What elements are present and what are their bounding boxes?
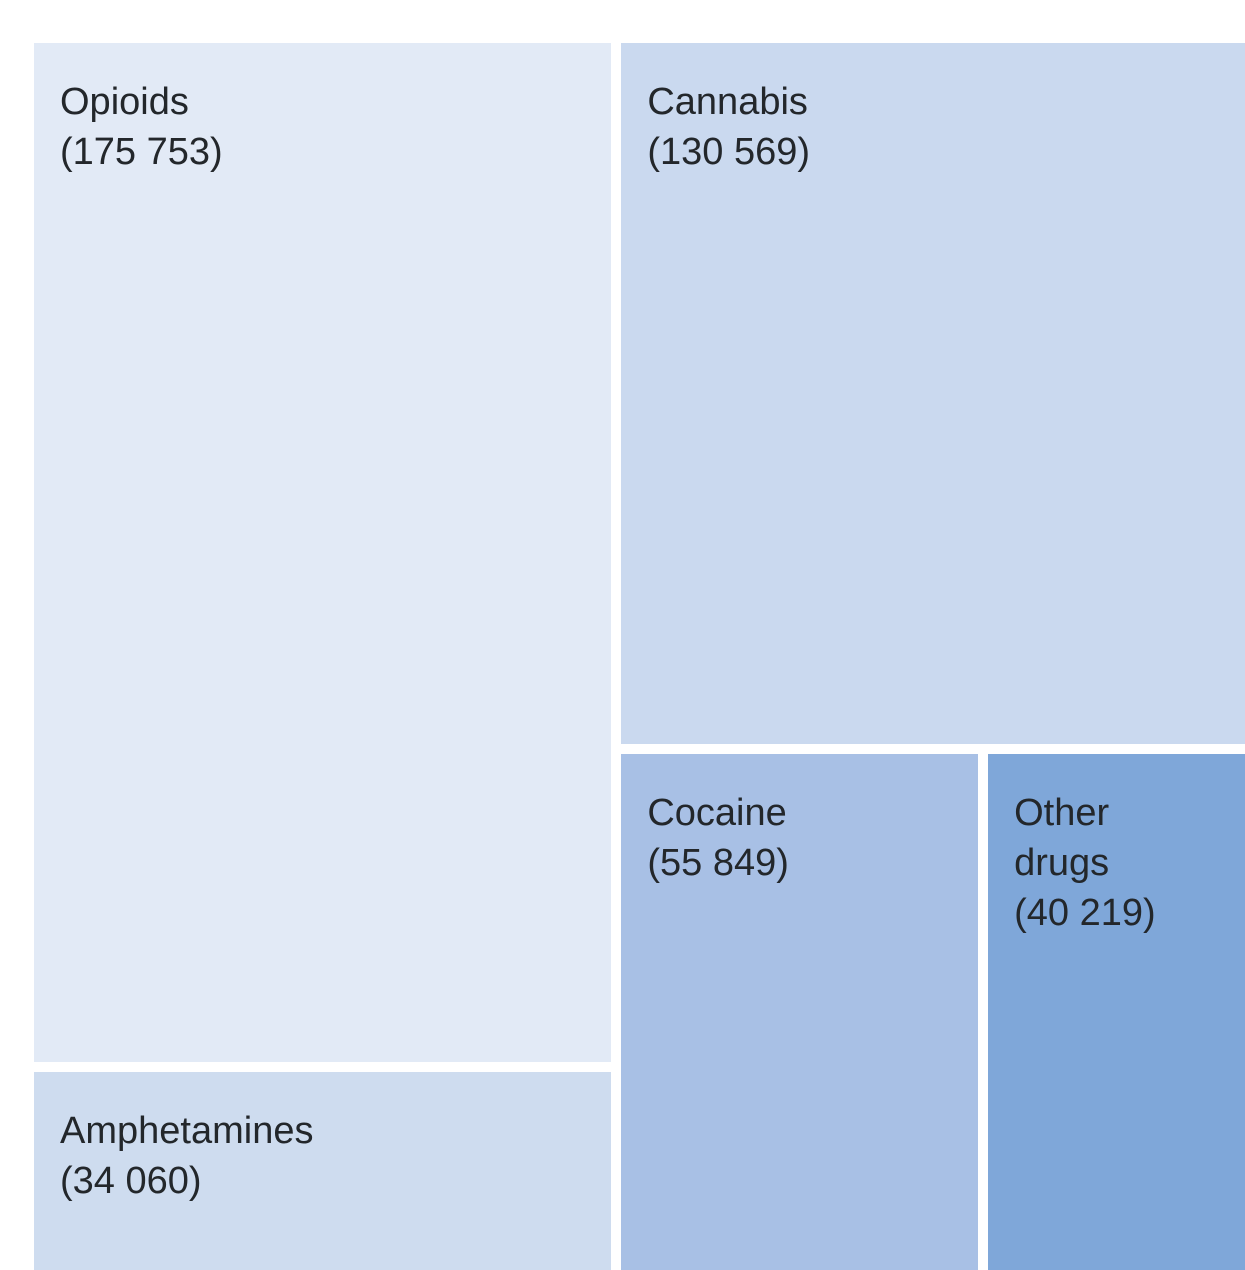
tile-name-line: Cocaine (647, 792, 787, 835)
tile-label: Other drugs (40 219) (1014, 788, 1156, 938)
tile-name-line: Opioids (60, 81, 189, 123)
tile-name-line: Cannabis (647, 81, 808, 123)
treemap-tile-amphetamines: Amphetamines (34 060) (34, 1072, 612, 1270)
treemap-tile-opioids: Opioids (175 753) (34, 43, 612, 1063)
tile-value-label: (130 569) (647, 131, 811, 173)
treemap-tile-other-drugs: Other drugs (40 219) (988, 754, 1245, 1270)
tile-name-line: drugs (1014, 842, 1110, 885)
tile-label: Cannabis (130 569) (647, 77, 810, 177)
tile-name-line: Other (1014, 792, 1110, 835)
tile-label: Amphetamines (34 060) (60, 1106, 313, 1206)
tile-value-label: (40 219) (1014, 892, 1156, 935)
tile-value-label: (34 060) (60, 1160, 202, 1203)
tile-label: Cocaine (55 849) (647, 788, 789, 888)
tile-label: Opioids (175 753) (60, 77, 223, 177)
tile-value-label: (55 849) (647, 842, 789, 885)
tile-value-label: (175 753) (60, 131, 223, 173)
treemap-tile-cannabis: Cannabis (130 569) (621, 43, 1245, 745)
treemap-tile-cocaine: Cocaine (55 849) (621, 754, 979, 1270)
tile-name-line: Amphetamines (60, 1110, 314, 1153)
